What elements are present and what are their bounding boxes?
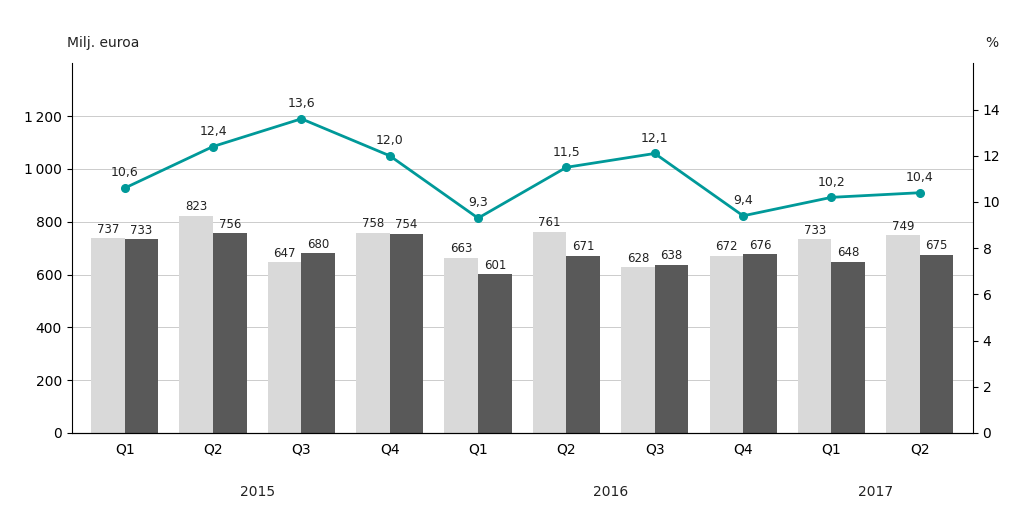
Bar xyxy=(301,253,335,433)
Text: 663: 663 xyxy=(451,242,472,256)
Text: 756: 756 xyxy=(219,218,241,231)
Bar xyxy=(356,233,390,433)
Text: 12,0: 12,0 xyxy=(376,134,403,147)
Bar xyxy=(654,265,688,433)
Text: 601: 601 xyxy=(483,259,506,272)
Text: 733: 733 xyxy=(130,224,153,237)
Text: 12,1: 12,1 xyxy=(641,131,669,145)
Text: 737: 737 xyxy=(96,223,119,236)
Text: 672: 672 xyxy=(715,240,737,253)
Bar xyxy=(268,262,301,433)
Text: 628: 628 xyxy=(627,251,649,265)
Text: 647: 647 xyxy=(273,247,296,260)
Text: 676: 676 xyxy=(749,239,771,252)
Bar xyxy=(532,232,566,433)
Text: 758: 758 xyxy=(361,217,384,230)
Text: 11,5: 11,5 xyxy=(553,146,581,158)
Bar xyxy=(213,233,247,433)
Text: 9,3: 9,3 xyxy=(468,196,488,210)
Bar xyxy=(390,234,423,433)
Bar xyxy=(125,240,159,433)
Text: %: % xyxy=(985,36,998,50)
Bar xyxy=(91,239,125,433)
Bar xyxy=(179,216,213,433)
Text: 10,2: 10,2 xyxy=(817,176,846,188)
Text: 754: 754 xyxy=(395,218,418,231)
Bar xyxy=(622,267,654,433)
Text: 648: 648 xyxy=(837,246,859,259)
Text: 823: 823 xyxy=(185,200,208,213)
Bar xyxy=(920,255,953,433)
Text: 9,4: 9,4 xyxy=(733,194,753,207)
Text: 749: 749 xyxy=(892,220,914,233)
Text: 13,6: 13,6 xyxy=(288,97,315,110)
Text: 10,6: 10,6 xyxy=(111,166,138,180)
Bar xyxy=(886,235,920,433)
Text: 2015: 2015 xyxy=(240,485,274,499)
Bar xyxy=(743,254,776,433)
Bar xyxy=(710,256,743,433)
Bar xyxy=(444,258,478,433)
Bar xyxy=(478,275,512,433)
Text: 675: 675 xyxy=(926,239,948,252)
Text: Milj. euroa: Milj. euroa xyxy=(67,36,139,50)
Text: 12,4: 12,4 xyxy=(200,125,227,138)
Text: 10,4: 10,4 xyxy=(906,171,934,184)
Text: 761: 761 xyxy=(539,216,561,230)
Text: 2017: 2017 xyxy=(858,485,893,499)
Bar xyxy=(798,240,831,433)
Text: 638: 638 xyxy=(660,249,683,262)
Bar xyxy=(566,256,600,433)
Bar xyxy=(831,262,865,433)
Text: 2016: 2016 xyxy=(593,485,628,499)
Text: 733: 733 xyxy=(804,224,825,237)
Text: 680: 680 xyxy=(307,238,330,251)
Text: 671: 671 xyxy=(572,240,595,253)
